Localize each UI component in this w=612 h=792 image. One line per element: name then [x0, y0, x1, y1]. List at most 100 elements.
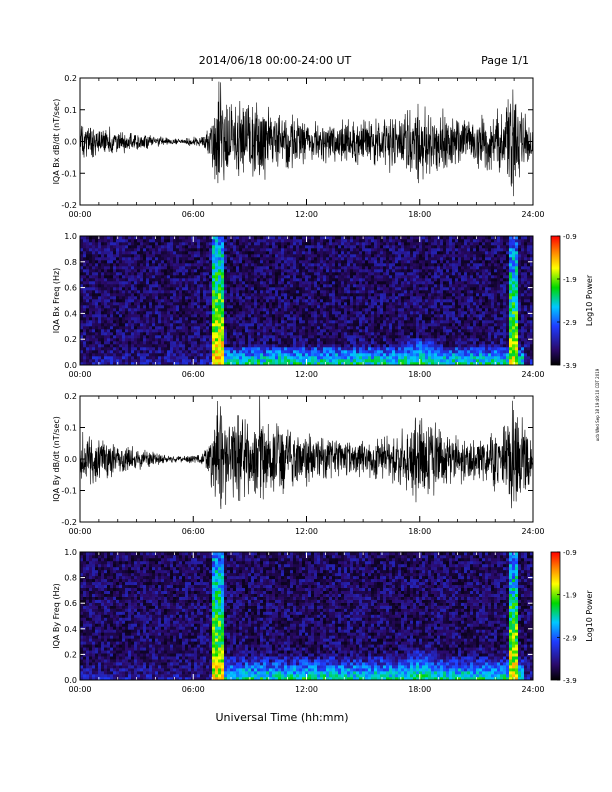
- spectrogram-cell: [218, 239, 222, 243]
- spectrogram-cell: [362, 341, 366, 345]
- spectrogram-cell: [173, 263, 177, 267]
- spectrogram-cell: [380, 272, 384, 276]
- spectrogram-cell: [251, 347, 255, 351]
- spectrogram-cell: [401, 302, 405, 306]
- spectrogram-cell: [335, 329, 339, 333]
- spectrogram-cell: [134, 251, 138, 255]
- spectrogram-cell: [146, 275, 150, 279]
- spectrogram-cell: [80, 311, 84, 315]
- spectrogram-cell: [290, 278, 294, 282]
- spectrogram-cell: [272, 335, 276, 339]
- spectrogram-cell: [362, 317, 366, 321]
- spectrogram-cell: [293, 245, 297, 249]
- spectrogram-cell: [383, 308, 387, 312]
- spectrogram-cell: [371, 284, 375, 288]
- spectrogram-cell: [275, 287, 279, 291]
- spectrogram-cell: [128, 281, 132, 285]
- spectrogram-cell: [278, 341, 282, 345]
- spectrogram-cell: [329, 263, 333, 267]
- spectrogram-cell: [320, 251, 324, 255]
- spectrogram-cell: [344, 329, 348, 333]
- spectrogram-cell: [317, 254, 321, 258]
- spectrogram-cell: [395, 257, 399, 261]
- spectrogram-cell: [176, 239, 180, 243]
- spectrogram-cell: [218, 245, 222, 249]
- spectrogram-cell: [239, 263, 243, 267]
- spectrogram-cell: [92, 311, 96, 315]
- spectrogram-cell: [182, 263, 186, 267]
- spectrogram-cell: [101, 239, 105, 243]
- spectrogram-cell: [194, 332, 198, 336]
- spectrogram-cell: [386, 350, 390, 354]
- spectrogram-cell: [407, 329, 411, 333]
- spectrogram-cell: [101, 302, 105, 306]
- spectrogram-cell: [377, 290, 381, 294]
- spectrogram-cell: [179, 329, 183, 333]
- spectrogram-cell: [284, 254, 288, 258]
- spectrogram-cell: [302, 239, 306, 243]
- spectrogram-cell: [137, 260, 141, 264]
- spectrogram-cell: [125, 266, 129, 270]
- spectrogram-cell: [275, 260, 279, 264]
- spectrogram-cell: [218, 362, 222, 366]
- spectrogram-cell: [383, 353, 387, 357]
- spectrogram-cell: [347, 338, 351, 342]
- spectrogram-cell: [335, 257, 339, 261]
- spectrogram-cell: [119, 344, 123, 348]
- spectrogram-cell: [221, 332, 225, 336]
- spectrogram-cell: [110, 263, 114, 267]
- spectrogram-cell: [218, 272, 222, 276]
- spectrogram-cell: [359, 302, 363, 306]
- spectrogram-cell: [266, 326, 270, 330]
- spectrogram-cell: [236, 266, 240, 270]
- spectrogram-cell: [416, 320, 420, 324]
- spectrogram-cell: [185, 302, 189, 306]
- spectrogram-cell: [206, 362, 210, 366]
- spectrogram-cell: [221, 326, 225, 330]
- spectrogram-cell: [341, 260, 345, 264]
- spectrogram-cell: [326, 290, 330, 294]
- spectrogram-cell: [374, 344, 378, 348]
- spectrogram-cell: [110, 329, 114, 333]
- spectrogram-cell: [416, 296, 420, 300]
- spectrogram-cell: [371, 353, 375, 357]
- spectrogram-cell: [227, 347, 231, 351]
- spectrogram-cell: [371, 344, 375, 348]
- spectrogram-cell: [371, 248, 375, 252]
- spectrogram-cell: [287, 350, 291, 354]
- spectrogram-cell: [305, 302, 309, 306]
- spectrogram-cell: [161, 245, 165, 249]
- spectrogram-cell: [392, 362, 396, 366]
- spectrogram-cell: [290, 338, 294, 342]
- spectrogram-cell: [413, 284, 417, 288]
- spectrogram-cell: [101, 344, 105, 348]
- spectrogram-cell: [188, 248, 192, 252]
- spectrogram-cell: [365, 293, 369, 297]
- spectrogram-cell: [191, 338, 195, 342]
- spectrogram-cell: [395, 350, 399, 354]
- spectrogram-cell: [365, 362, 369, 366]
- spectrogram-cell: [107, 326, 111, 330]
- spectrogram-cell: [368, 257, 372, 261]
- spectrogram-cell: [239, 359, 243, 363]
- spectrogram-cell: [119, 299, 123, 303]
- spectrogram-cell: [422, 317, 426, 321]
- spectrogram-cell: [134, 275, 138, 279]
- spectrogram-cell: [383, 275, 387, 279]
- spectrogram-cell: [380, 350, 384, 354]
- spectrogram-cell: [233, 266, 237, 270]
- spectrogram-cell: [134, 335, 138, 339]
- spectrogram-cell: [92, 350, 96, 354]
- spectrogram-cell: [179, 278, 183, 282]
- spectrogram-cell: [236, 308, 240, 312]
- spectrogram-cell: [215, 296, 219, 300]
- spectrogram-cell: [266, 266, 270, 270]
- spectrogram-cell: [155, 329, 159, 333]
- spectrogram-cell: [170, 281, 174, 285]
- spectrogram-cell: [341, 308, 345, 312]
- spectrogram-cell: [131, 332, 135, 336]
- spectrogram-cell: [167, 251, 171, 255]
- spectrogram-cell: [107, 284, 111, 288]
- spectrogram-cell: [239, 272, 243, 276]
- spectrogram-cell: [308, 335, 312, 339]
